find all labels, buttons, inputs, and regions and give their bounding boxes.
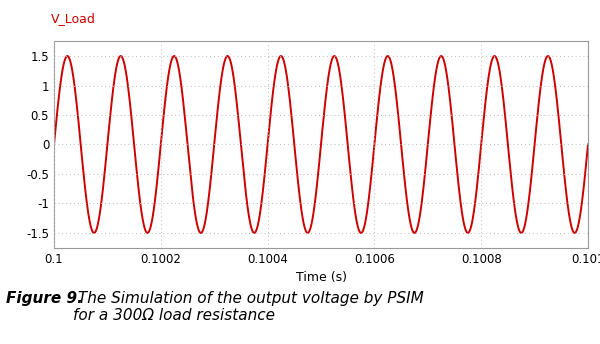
Text: V_Load: V_Load (52, 12, 96, 25)
Text: Figure 9.: Figure 9. (6, 291, 83, 306)
X-axis label: Time (s): Time (s) (296, 271, 347, 284)
Text: The Simulation of the output voltage by PSIM
for a 300Ω load resistance: The Simulation of the output voltage by … (73, 291, 424, 323)
